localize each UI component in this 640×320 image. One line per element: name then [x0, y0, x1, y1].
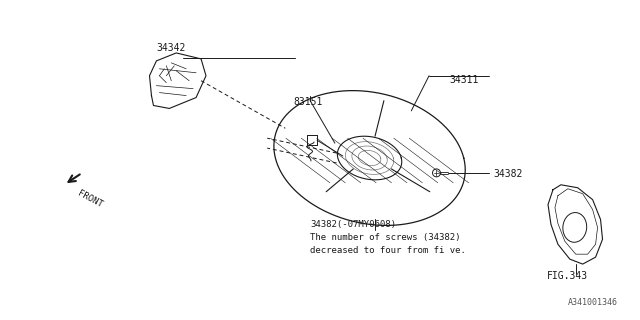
- Text: 34342: 34342: [156, 43, 186, 53]
- Text: FIG.343: FIG.343: [547, 271, 588, 281]
- Text: 34382(-07MY0608): 34382(-07MY0608): [310, 220, 396, 229]
- Text: 83151: 83151: [293, 98, 323, 108]
- Text: 34311: 34311: [449, 75, 478, 85]
- Text: A341001346: A341001346: [568, 298, 618, 307]
- Text: FRONT: FRONT: [76, 189, 104, 209]
- Text: The number of screws (34382): The number of screws (34382): [310, 233, 461, 242]
- Text: 34382: 34382: [493, 169, 523, 179]
- Text: decreased to four from fi ve.: decreased to four from fi ve.: [310, 246, 466, 255]
